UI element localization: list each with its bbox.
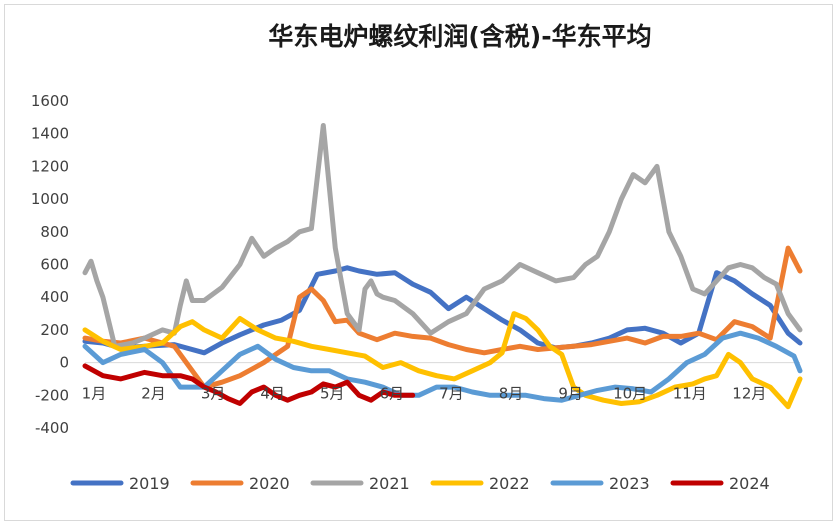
x-tick-label: 9月 xyxy=(558,385,583,403)
y-tick-label: 1200 xyxy=(31,157,69,175)
y-tick-label: 1000 xyxy=(31,190,69,208)
x-tick-label: 4月 xyxy=(260,385,285,403)
y-tick-label: -200 xyxy=(35,386,69,404)
series-line-2019 xyxy=(82,265,803,356)
chart-title: 华东电炉螺纹利润(含税)-华东平均 xyxy=(268,22,651,51)
x-tick-label: 8月 xyxy=(499,385,524,403)
chart-frame: 华东电炉螺纹利润(含税)-华东平均 -400 -200 0 200 400 600 800 1… xyxy=(4,4,833,521)
chart-svg: 华东电炉螺纹利润(含税)-华东平均 -400 -200 0 200 400 600 800 1… xyxy=(31,22,803,493)
legend-label-2019: 2019 xyxy=(129,474,170,493)
legend: 2019 2020 2021 2022 2023 2024 xyxy=(70,474,770,493)
legend-label-2023: 2023 xyxy=(609,474,650,493)
y-tick-label: 1400 xyxy=(31,125,69,143)
x-tick-label: 6月 xyxy=(380,385,405,403)
legend-label-2021: 2021 xyxy=(369,474,410,493)
y-tick-label: 600 xyxy=(40,256,69,274)
y-tick-label: 0 xyxy=(59,354,69,372)
x-tick-label: 2月 xyxy=(141,385,166,403)
x-tick-label: 11月 xyxy=(673,385,707,403)
series-line-2021 xyxy=(82,123,803,349)
y-tick-label: 200 xyxy=(40,321,69,339)
x-tick-label: 10月 xyxy=(613,385,647,403)
x-tick-label: 1月 xyxy=(82,385,107,403)
y-tick-label: -400 xyxy=(35,419,69,437)
y-tick-label: 400 xyxy=(40,288,69,306)
series-line-2022 xyxy=(82,311,803,410)
x-tick-label: 7月 xyxy=(439,385,464,403)
series-line-2024 xyxy=(82,363,416,406)
x-tick-label: 12月 xyxy=(732,385,766,403)
series-line-2020 xyxy=(82,245,803,390)
x-tick-labels: 1月 2月 3月 4月 5月 6月 7月 8月 9月 10月 11月 12月 xyxy=(82,385,767,403)
legend-label-2020: 2020 xyxy=(249,474,290,493)
series-lines xyxy=(82,123,803,410)
x-tick-label: 5月 xyxy=(320,385,345,403)
legend-label-2024: 2024 xyxy=(729,474,770,493)
x-tick-label: 3月 xyxy=(201,385,226,403)
series-line-2023 xyxy=(82,330,803,403)
y-tick-label: 800 xyxy=(40,223,69,241)
y-tick-label: 1600 xyxy=(31,92,69,110)
legend-label-2022: 2022 xyxy=(489,474,530,493)
y-tick-labels: -400 -200 0 200 400 600 800 1000 1200 1400 1600 xyxy=(31,92,69,437)
